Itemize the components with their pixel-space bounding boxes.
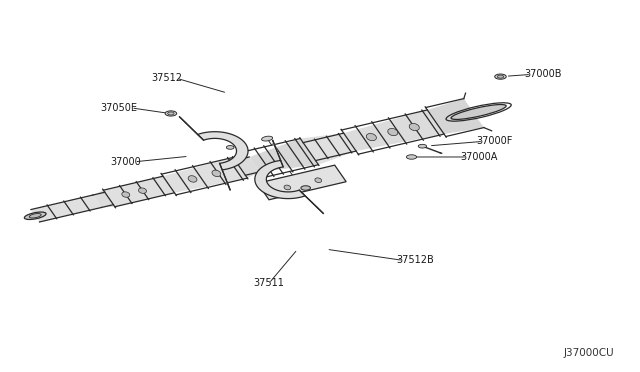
Ellipse shape (24, 212, 46, 219)
Ellipse shape (138, 188, 147, 193)
Polygon shape (255, 160, 305, 199)
Text: 37512B: 37512B (397, 256, 435, 265)
Polygon shape (250, 138, 319, 172)
Ellipse shape (284, 185, 291, 190)
Ellipse shape (188, 176, 197, 182)
Polygon shape (180, 117, 204, 140)
Ellipse shape (165, 111, 177, 116)
Polygon shape (257, 165, 346, 200)
Ellipse shape (409, 124, 419, 131)
Ellipse shape (29, 214, 41, 218)
Polygon shape (300, 133, 356, 165)
Ellipse shape (497, 75, 504, 78)
Text: 37000A: 37000A (461, 152, 498, 162)
Polygon shape (104, 176, 175, 207)
Text: 37000F: 37000F (477, 137, 513, 146)
Polygon shape (220, 163, 230, 190)
Ellipse shape (406, 155, 417, 159)
Ellipse shape (227, 145, 234, 149)
Ellipse shape (451, 105, 506, 119)
Ellipse shape (168, 112, 174, 115)
Ellipse shape (262, 136, 273, 141)
Ellipse shape (301, 186, 310, 190)
Polygon shape (344, 110, 444, 151)
Text: 37050E: 37050E (100, 103, 138, 113)
Polygon shape (93, 190, 115, 208)
Polygon shape (198, 132, 248, 170)
Text: 37512: 37512 (152, 73, 182, 83)
Polygon shape (428, 99, 484, 134)
Text: J37000CU: J37000CU (564, 348, 614, 358)
Polygon shape (163, 157, 248, 193)
Text: 37000B: 37000B (525, 70, 563, 79)
Ellipse shape (212, 170, 221, 177)
Ellipse shape (122, 192, 130, 197)
Polygon shape (273, 141, 284, 167)
Ellipse shape (495, 74, 506, 79)
Ellipse shape (388, 128, 398, 136)
Polygon shape (300, 190, 323, 214)
Ellipse shape (366, 134, 376, 141)
Ellipse shape (289, 176, 300, 180)
Ellipse shape (315, 178, 321, 183)
Ellipse shape (419, 144, 427, 148)
Text: 37000: 37000 (110, 157, 141, 167)
Text: 37511: 37511 (253, 279, 284, 288)
Polygon shape (31, 195, 102, 222)
Polygon shape (233, 157, 260, 178)
